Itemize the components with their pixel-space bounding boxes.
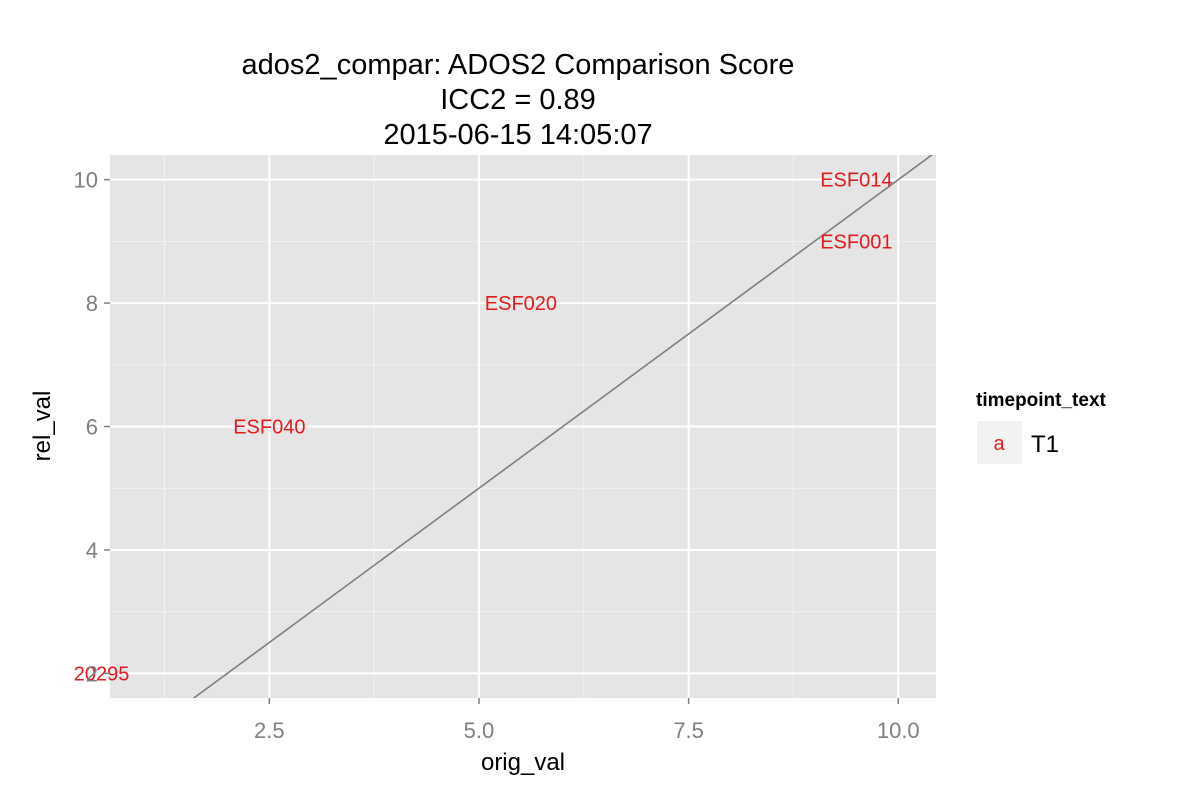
point-label: ESF020 [485, 293, 557, 315]
point-label: ESF040 [233, 417, 305, 439]
point-label: 20295 [74, 663, 130, 685]
chart-title-line-2: ICC2 = 0.89 [440, 84, 596, 116]
point-labels: 20295 ESF040 ESF020 ESF014 ESF001 [74, 170, 893, 686]
legend-item-label: T1 [1031, 431, 1059, 458]
chart-title: ados2_compar: ADOS2 Comparison Score ICC… [242, 49, 795, 151]
y-tick-label: 2 [86, 661, 98, 686]
x-tick-label: 5.0 [464, 718, 495, 743]
x-tick-label: 7.5 [673, 718, 704, 743]
y-axis-label: rel_val [29, 391, 56, 462]
x-axis: 2.5 5.0 7.5 10.0 [254, 698, 920, 743]
point-label: ESF014 [820, 170, 892, 192]
y-tick-label: 6 [86, 415, 98, 440]
x-axis-label: orig_val [481, 749, 565, 776]
chart-title-line-1: ados2_compar: ADOS2 Comparison Score [242, 49, 795, 81]
point-label: ESF001 [820, 231, 892, 253]
chart-title-line-3: 2015-06-15 14:05:07 [383, 119, 652, 151]
major-gridlines [110, 155, 936, 698]
legend-key-glyph: a [993, 433, 1005, 455]
identity-reference-line [192, 155, 934, 698]
legend-title: timepoint_text [976, 390, 1107, 411]
y-axis: 2 4 6 8 10 [74, 168, 110, 686]
y-tick-label: 10 [74, 168, 98, 193]
x-tick-label: 10.0 [877, 718, 920, 743]
legend: timepoint_text a T1 [976, 390, 1107, 464]
y-tick-label: 8 [86, 291, 98, 316]
legend-key-box [977, 421, 1022, 464]
y-tick-label: 4 [86, 538, 98, 563]
x-tick-label: 2.5 [254, 718, 285, 743]
